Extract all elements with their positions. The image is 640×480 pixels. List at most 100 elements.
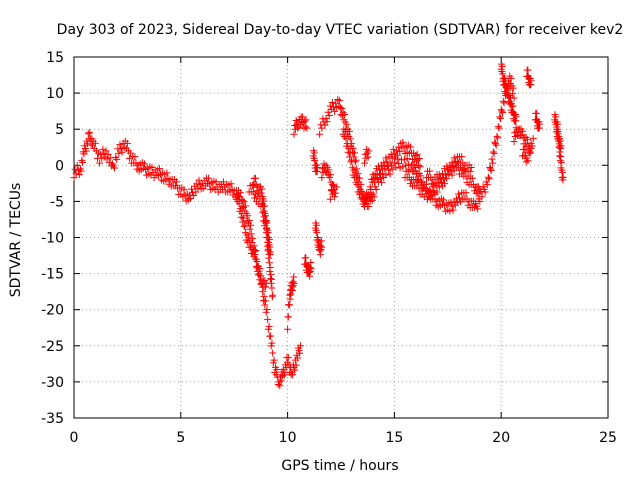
data-point [292,361,300,369]
data-point [299,113,307,121]
data-point [257,189,265,197]
data-point [284,354,292,362]
data-point [388,154,396,162]
data-point [301,117,309,125]
data-point [318,124,326,132]
data-point [436,175,444,183]
data-point [302,116,310,124]
data-point [375,166,383,174]
data-point [237,189,245,197]
data-point [326,171,334,179]
data-point [245,217,253,225]
series-branch-c [249,174,275,259]
data-point [381,163,389,171]
data-point [400,156,408,164]
series-late-f [553,118,565,152]
data-point [97,150,105,158]
data-point [489,159,497,167]
series-segment-g [422,153,475,189]
data-point [239,214,247,222]
data-point [268,275,276,283]
data-point [524,136,532,144]
x-axis: 0 5 10 15 20 25 [70,57,617,446]
data-point [75,171,83,179]
data-point [497,106,505,114]
data-point [351,168,359,176]
data-point [325,111,333,119]
data-point [552,113,560,121]
data-point [378,178,386,186]
data-point [504,85,512,93]
data-point [499,70,507,78]
data-point [265,236,273,244]
data-point [485,175,493,183]
grid-lines [74,57,608,418]
data-point [270,356,278,364]
data-point [190,192,198,200]
data-point [522,158,530,166]
series-late-a [497,60,520,125]
data-point [395,143,403,151]
data-point [556,137,564,145]
data-point [380,159,388,167]
y-tick-label: 15 [46,50,64,66]
data-point [438,170,446,178]
data-point [289,287,297,295]
data-point [494,123,502,131]
data-point [557,153,565,161]
data-point [468,174,476,182]
data-point [458,153,466,161]
data-point [334,95,342,103]
data-point [321,168,329,176]
data-point [393,147,401,155]
data-point [414,178,422,186]
series-late-g [519,135,537,166]
data-point [451,158,459,166]
data-point [296,349,304,357]
data-point [510,137,518,145]
data-point [238,209,246,217]
data-point [240,223,248,231]
data-point [227,180,235,188]
data-point [70,174,78,182]
data-point [322,114,330,122]
data-point [79,158,87,166]
data-point [453,199,461,207]
data-point [481,188,489,196]
data-point [257,272,265,280]
data-point [405,160,413,168]
data-point [483,181,491,189]
data-point [289,371,297,379]
data-point [413,150,421,158]
data-point [558,168,566,176]
data-point [285,301,293,309]
data-point [268,284,276,292]
data-point [493,132,501,140]
data-point [155,165,163,173]
y-tick-label: -15 [41,267,64,283]
data-point [488,155,496,163]
data-point [307,265,315,273]
data-point [452,195,460,203]
data-point [389,145,397,153]
data-point [253,257,261,265]
data-point [317,237,325,245]
series-scatter-a [284,273,298,333]
data-point [443,175,451,183]
x-tick-label: 10 [279,430,297,446]
data-point [91,139,99,147]
data-point [321,121,329,129]
data-point [261,301,269,309]
data-point [264,315,272,323]
data-point [554,120,562,128]
data-point [426,167,434,175]
data-point [385,166,393,174]
data-point [116,141,124,149]
data-point [348,156,356,164]
data-point [318,174,326,182]
data-point [343,120,351,128]
data-point [234,192,242,200]
data-point [247,230,255,238]
data-point [433,188,441,196]
data-point [273,366,281,374]
